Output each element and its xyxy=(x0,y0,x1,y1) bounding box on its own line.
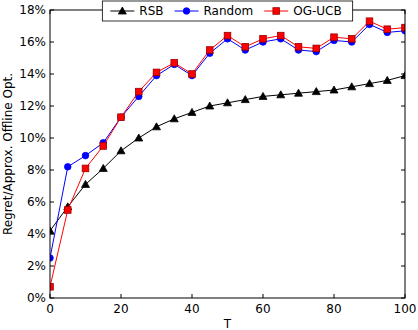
y-tick xyxy=(50,266,54,267)
marker xyxy=(50,227,54,234)
marker xyxy=(242,44,249,51)
y-tick xyxy=(50,106,54,107)
y-tick-label: 18% xyxy=(19,3,46,17)
plot-area xyxy=(50,18,405,290)
marker xyxy=(64,164,71,171)
marker xyxy=(118,114,125,121)
marker xyxy=(189,71,196,78)
marker xyxy=(118,114,125,121)
marker xyxy=(259,92,267,99)
marker xyxy=(295,44,302,51)
y-tick xyxy=(401,266,405,267)
marker xyxy=(135,134,143,141)
y-tick xyxy=(50,42,54,43)
legend-box xyxy=(102,1,352,21)
y-tick xyxy=(50,202,54,203)
y-tick-label: 4% xyxy=(27,227,46,241)
y-tick xyxy=(50,138,54,139)
y-tick xyxy=(50,74,54,75)
x-tick xyxy=(192,294,193,298)
legend-item: Random xyxy=(175,4,254,18)
x-tick-label: 60 xyxy=(255,302,270,316)
legend-marker xyxy=(183,8,190,15)
marker xyxy=(401,72,405,79)
x-tick-label: 20 xyxy=(113,302,128,316)
y-tick-label: 10% xyxy=(19,131,46,145)
legend-label: OG-UCB xyxy=(293,4,341,18)
series-line xyxy=(50,21,405,287)
legend-label: Random xyxy=(204,4,254,18)
marker xyxy=(170,115,178,122)
marker xyxy=(366,80,374,87)
marker xyxy=(241,96,249,103)
x-tick-label: 0 xyxy=(46,302,54,316)
marker xyxy=(100,143,107,150)
marker xyxy=(313,45,320,52)
y-tick xyxy=(401,234,405,235)
y-tick-label: 0% xyxy=(27,291,46,305)
chart: 0 20 40 60 80 100 0% 2% 4% 6% 8% 10% 12% 14% 16% 18% T Re… xyxy=(0,0,418,330)
plot-frame xyxy=(50,10,405,298)
y-tick-label: 12% xyxy=(19,99,46,113)
y-tick xyxy=(50,170,54,171)
marker xyxy=(224,99,232,106)
x-tick-label: 80 xyxy=(326,302,341,316)
marker xyxy=(330,86,338,93)
marker xyxy=(277,91,285,98)
y-tick xyxy=(401,106,405,107)
y-tick-label: 16% xyxy=(19,35,46,49)
marker xyxy=(153,123,161,130)
marker xyxy=(348,36,355,43)
y-tick-label: 14% xyxy=(19,67,46,81)
marker xyxy=(260,36,267,43)
marker xyxy=(82,180,90,187)
legend-item: RSB xyxy=(110,4,163,18)
legend: RSB Random OG-UCB xyxy=(102,1,352,21)
marker xyxy=(277,32,284,39)
y-tick-label: 2% xyxy=(27,259,46,273)
marker xyxy=(153,69,160,76)
legend-item: OG-UCB xyxy=(264,4,341,18)
x-tick xyxy=(121,294,122,298)
legend-marker xyxy=(118,7,126,14)
marker xyxy=(331,34,338,41)
marker xyxy=(82,152,89,159)
series-line xyxy=(50,76,405,231)
x-tick xyxy=(334,294,335,298)
marker xyxy=(383,76,391,83)
x-tick xyxy=(263,294,264,298)
marker xyxy=(188,108,196,115)
x-tick-label: 40 xyxy=(184,302,199,316)
series xyxy=(50,18,405,290)
marker xyxy=(117,147,125,154)
x-tick-label: 100 xyxy=(394,302,417,316)
marker xyxy=(312,88,320,95)
marker xyxy=(206,47,213,54)
marker xyxy=(295,89,303,96)
marker xyxy=(348,83,356,90)
marker xyxy=(366,18,373,25)
marker xyxy=(135,88,142,95)
y-tick-label: 8% xyxy=(27,163,46,177)
marker xyxy=(82,165,89,172)
x-axis-label: T xyxy=(223,317,232,330)
marker xyxy=(171,60,178,67)
y-tick xyxy=(401,202,405,203)
marker xyxy=(224,32,231,39)
marker xyxy=(99,164,107,171)
y-tick xyxy=(401,138,405,139)
y-tick-label: 6% xyxy=(27,195,46,209)
legend-label: RSB xyxy=(139,4,163,18)
marker xyxy=(384,26,391,33)
series xyxy=(50,72,405,234)
series xyxy=(50,21,405,261)
marker xyxy=(206,102,214,109)
y-tick xyxy=(401,42,405,43)
marker xyxy=(64,207,71,214)
series-line xyxy=(50,24,405,258)
y-tick xyxy=(401,170,405,171)
legend-marker xyxy=(273,8,280,15)
y-axis-label: Regret/Approx. Offline Opt. xyxy=(1,73,15,235)
